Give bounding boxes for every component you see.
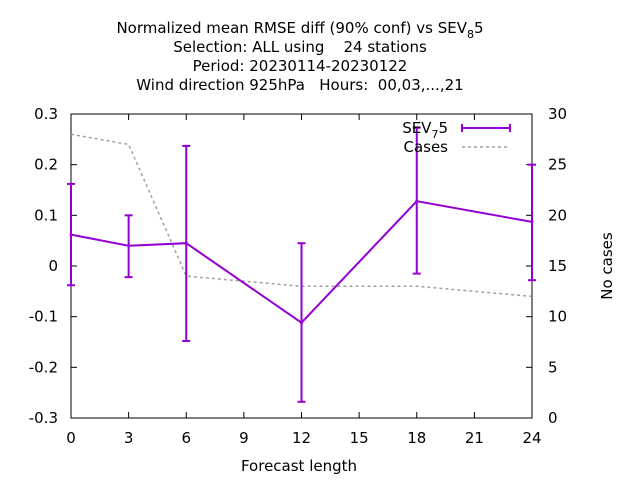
y2-tick-label: 20 — [548, 206, 567, 224]
y-tick-label: 0 — [48, 257, 58, 275]
legend: SEV75 Cases — [402, 119, 511, 156]
data-point-sev75 — [127, 244, 131, 248]
x-tick-label: 24 — [522, 429, 541, 447]
chart-title-line-3: Period: 20230114-20230122 — [193, 57, 408, 75]
x-tick-label: 9 — [239, 429, 249, 447]
series-layer — [67, 126, 536, 403]
data-point-sev75 — [530, 220, 534, 224]
data-point-sev75 — [184, 241, 188, 245]
series-line-cases — [70, 133, 533, 298]
data-point-sev75 — [69, 233, 73, 237]
x-tick-label: 0 — [66, 429, 76, 447]
chart-title-line-1: Normalized mean RMSE diff (90% conf) vs … — [116, 19, 483, 41]
y2-tick-label: 30 — [548, 105, 567, 123]
y-tick-label: -0.2 — [29, 358, 58, 376]
data-point-sev75 — [415, 199, 419, 203]
x-axis-label: Forecast length — [241, 457, 357, 475]
legend-label-sev75: SEV75 — [402, 119, 448, 141]
y2-axis-label: No cases — [598, 232, 616, 300]
y-tick-label: -0.3 — [29, 409, 58, 427]
x-tick-label: 18 — [407, 429, 426, 447]
data-point-sev75 — [300, 321, 303, 325]
y2-tick-label: 15 — [548, 257, 567, 275]
y2-tick-label: 10 — [548, 308, 567, 326]
y-tick-label: 0.2 — [34, 156, 58, 174]
x-tick-label: 15 — [350, 429, 369, 447]
chart-title-line-2: Selection: ALL using 24 stations — [173, 38, 427, 56]
y2-tick-label: 5 — [548, 358, 558, 376]
x-tick-label: 6 — [181, 429, 191, 447]
chart-title-line-4: Wind direction 925hPa Hours: 00,03,...,2… — [136, 76, 463, 94]
series-line-sev75 — [70, 200, 533, 325]
y-tick-label: 0.3 — [34, 105, 58, 123]
x-tick-label: 12 — [292, 429, 311, 447]
y2-tick-label: 25 — [548, 156, 567, 174]
legend-label-cases: Cases — [403, 138, 448, 156]
x-tick-label: 21 — [465, 429, 484, 447]
x-tick-label: 3 — [124, 429, 134, 447]
ticks-layer: 0 3 6 9 12 15 18 21 24 -0.3 -0.2 -0.1 0 0.1 0.2 0.3 0 5 10… — [29, 105, 567, 447]
y2-tick-label: 0 — [548, 409, 558, 427]
y-tick-label: 0.1 — [34, 206, 58, 224]
y-tick-label: -0.1 — [29, 308, 58, 326]
